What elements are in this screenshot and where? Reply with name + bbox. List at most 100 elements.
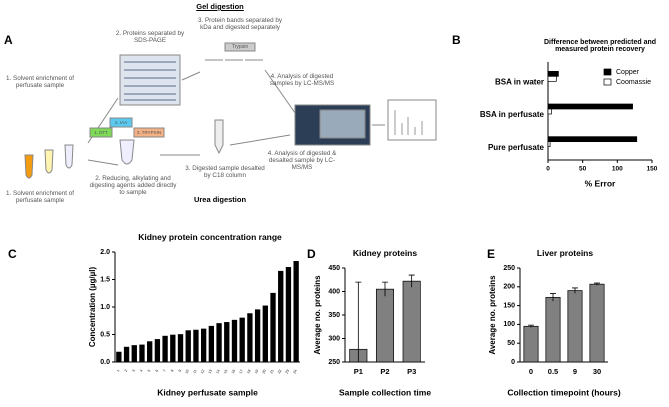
y-tick-label: 350: [328, 312, 340, 319]
legend-label: Coomassie: [616, 79, 651, 86]
x-tick-label: 11: [192, 369, 197, 374]
y-tick-label: 150: [503, 302, 515, 309]
bar: [545, 296, 561, 363]
bar: [247, 313, 253, 363]
chart-title: Difference between predicted and measure…: [543, 39, 657, 53]
bar: [208, 325, 215, 363]
y-tick-label: 400: [328, 288, 340, 295]
x-tick-label: 3: [131, 369, 135, 373]
tube: [44, 149, 54, 174]
chart-title: Kidney protein concentration range: [138, 232, 282, 242]
y-axis-label: Concentration (µg/µl): [88, 267, 97, 348]
y-tick-label: 2.0: [100, 249, 110, 256]
x-tick-label: 20: [262, 369, 267, 374]
bar: [185, 330, 191, 363]
legend-label: Copper: [616, 69, 640, 76]
diagram-shapes: [24, 42, 437, 179]
step-text: 1. Solvent enrichment of perfusate sampl…: [6, 190, 74, 205]
chart-title: Liver proteins: [536, 248, 594, 258]
bar: [547, 70, 559, 77]
y-tick-label: 200: [503, 284, 515, 291]
x-tick-label: 50: [579, 166, 587, 173]
x-tick-label: 9: [178, 369, 182, 373]
y-tick-label: 100: [503, 321, 515, 328]
section-title: Urea digestion: [193, 195, 247, 204]
error-bar: [572, 287, 578, 294]
panel-label: D: [307, 247, 316, 261]
step-text: 2. Proteins separated by SDS-PAGE: [115, 30, 185, 45]
x-axis-label: Collection timepoint (hours): [507, 387, 620, 397]
bar: [139, 344, 145, 363]
x-tick-label: 22: [277, 369, 282, 374]
bar: [116, 351, 122, 363]
bar: [523, 325, 539, 363]
bar: [285, 267, 292, 363]
x-tick-label: 14: [215, 369, 220, 374]
reagent: 3. TRYPSIN: [136, 130, 162, 135]
x-tick-label: 17: [238, 369, 243, 374]
y-tick-label: 450: [328, 265, 340, 272]
bar: [262, 305, 268, 363]
bar: [270, 292, 276, 363]
x-tick-label: P2: [380, 367, 389, 376]
bar: [278, 270, 284, 363]
reagent: 2. IAA: [114, 120, 128, 125]
trypsin-box: [224, 42, 256, 52]
bar: [231, 319, 238, 363]
step-text: 3. Protein bands separated by kDa and di…: [197, 17, 282, 32]
reagent: Trypsin: [231, 44, 249, 50]
x-tick-label: 30: [593, 367, 601, 376]
tube: [24, 154, 34, 179]
x-tick-label: 1: [116, 369, 120, 373]
bar: [547, 141, 551, 148]
step-text: 1. Solvent enrichment of perfusate sampl…: [6, 75, 74, 90]
x-tick-label: P1: [354, 367, 363, 376]
spectrum-peaks: [394, 110, 423, 135]
bar: [293, 261, 299, 363]
x-tick-label: 21: [269, 369, 274, 374]
x-tick-label: 15: [223, 369, 228, 374]
chart-title: Kidney proteins: [352, 248, 418, 258]
y-tick-label: 50: [507, 340, 515, 347]
error-bar: [594, 282, 600, 286]
error-bar: [355, 281, 362, 362]
x-tick-label: 2: [124, 369, 128, 373]
error-bar: [382, 281, 388, 297]
x-tick-label: 10: [184, 369, 189, 374]
x-tick-label: 150: [647, 166, 658, 173]
bar: [224, 322, 230, 363]
tube: [119, 139, 135, 165]
y-tick-label: 1.5: [100, 276, 110, 283]
x-tick-label: 8: [170, 369, 174, 373]
x-tick-label: 6: [155, 369, 159, 373]
x-axis-label: Sample collection time: [339, 387, 431, 397]
bar: [177, 334, 184, 363]
x-axis-label: Kidney perfusate sample: [157, 387, 258, 397]
bar: [123, 346, 130, 363]
bar: [547, 103, 633, 110]
bar: [547, 108, 552, 115]
y-tick-label: 250: [503, 265, 515, 272]
panel-label: B: [452, 33, 461, 47]
reagent: 1. DTT: [94, 130, 108, 135]
panel-label: C: [8, 247, 17, 261]
y-tick-label: 0.0: [100, 359, 110, 366]
y-tick-label: 1.0: [100, 304, 110, 311]
reagent-box: [133, 127, 165, 138]
error-bar: [528, 324, 534, 328]
error-bar: [408, 274, 415, 288]
bar: [402, 280, 421, 363]
arrow: [264, 69, 301, 121]
x-tick-label: 23: [285, 369, 290, 374]
y-tick-label: BSA in water: [495, 77, 544, 86]
arrow: [229, 134, 291, 146]
x-tick-label: 19: [254, 369, 259, 374]
x-tick-label: 7: [162, 369, 166, 373]
x-tick-label: 12: [200, 369, 205, 374]
bar: [375, 288, 395, 363]
panel-label: A: [4, 33, 13, 47]
gel: [119, 54, 181, 106]
x-tick-label: P3: [407, 367, 416, 376]
